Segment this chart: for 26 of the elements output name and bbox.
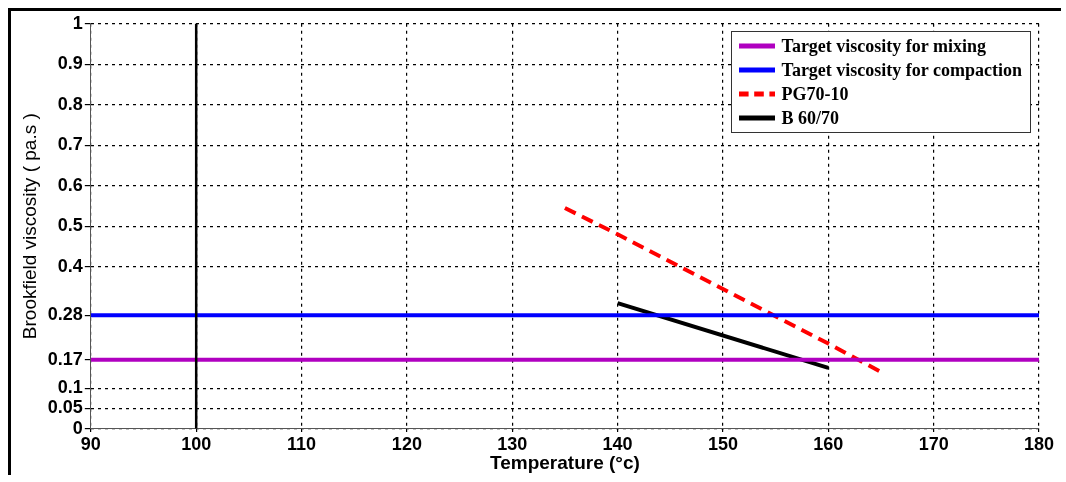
x-tick-label: 170 — [918, 434, 949, 455]
y-tick-label: 0.17 — [47, 348, 83, 369]
x-tick-label: 180 — [1023, 434, 1055, 455]
y-tick-label: 0.05 — [47, 397, 83, 418]
y-tick-label: 0.5 — [57, 215, 83, 236]
x-tick-label: 110 — [287, 434, 317, 455]
line-series — [562, 205, 883, 374]
legend-label: B 60/70 — [781, 107, 840, 130]
y-tick-label: 0.9 — [57, 53, 83, 74]
y-axis-title: Brookfield viscosity ( pa.s ) — [18, 113, 40, 340]
y-tick-label: 0.4 — [57, 255, 83, 276]
x-tick-label: 150 — [707, 434, 738, 455]
y-tick-label: 1 — [72, 12, 83, 33]
y-tick-label: 0.6 — [57, 174, 83, 195]
y-tick-label: 0.8 — [57, 93, 83, 114]
x-tick-label: 160 — [813, 434, 844, 455]
legend-label: PG70-10 — [781, 83, 849, 106]
y-tick-label: 0.28 — [47, 304, 83, 325]
y-tick-label: 0.7 — [57, 134, 83, 155]
y-tick-label: 0.1 — [57, 377, 83, 398]
x-tick-label: 120 — [391, 434, 422, 455]
legend-label: Target viscosity for mixing — [781, 35, 987, 58]
legend-label: Target viscosity for compaction — [781, 59, 1022, 82]
x-tick-label: 90 — [80, 434, 101, 455]
y-tick-label: 0 — [72, 417, 83, 438]
x-tick-label: 100 — [181, 434, 212, 455]
